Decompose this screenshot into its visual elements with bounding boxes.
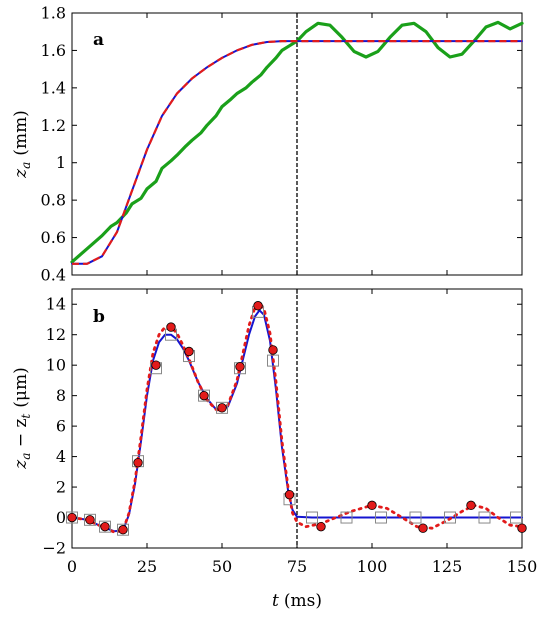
xtick-label: 150	[507, 557, 538, 576]
square-marker	[306, 511, 318, 524]
xtick-label: 0	[67, 557, 77, 576]
square-marker	[478, 511, 491, 524]
ytick-label: 1.6	[41, 41, 66, 60]
xtick-label: 75	[287, 557, 307, 576]
square-marker	[510, 511, 522, 524]
ytick-label: 14	[46, 295, 66, 314]
circle-marker	[217, 403, 227, 413]
panel-a-series	[70, 20, 524, 265]
ytick-label: 0.6	[41, 228, 66, 247]
xtick-label: 100	[357, 557, 388, 576]
circle-marker	[316, 521, 326, 532]
circle-marker	[184, 346, 194, 357]
series-line-3	[72, 39, 522, 265]
xtick-label: 50	[212, 557, 232, 576]
square-marker	[267, 354, 279, 367]
circle-marker	[517, 523, 527, 533]
square-marker	[409, 511, 422, 524]
ytick-label: 2	[56, 478, 66, 497]
circle-marker	[118, 525, 128, 535]
ytick-label: 6	[56, 417, 66, 436]
panel-b-xlabel: t (ms)	[272, 591, 322, 611]
square-marker	[99, 520, 111, 533]
circle-marker	[235, 362, 245, 372]
ytick-label: 12	[46, 325, 66, 344]
ytick-label: −2	[42, 539, 66, 558]
square-marker	[198, 389, 210, 402]
circle-marker	[466, 500, 476, 511]
circle-marker	[100, 521, 110, 532]
xtick-label: 125	[432, 557, 463, 576]
ytick-label: 0.8	[41, 191, 66, 210]
ytick-label: 4	[56, 447, 66, 466]
square-marker	[444, 511, 456, 524]
circle-marker	[367, 500, 377, 511]
panel-b-xtick-labels: 0 25 50 75 100 125 150	[67, 557, 537, 576]
circle-marker	[199, 390, 209, 401]
ytick-label: 1.2	[41, 116, 66, 135]
square-marker	[84, 513, 96, 526]
circle-marker	[151, 360, 161, 370]
xtick-label: 25	[137, 557, 157, 576]
square-marker	[375, 511, 387, 524]
square-marker	[216, 401, 228, 414]
square-marker	[117, 523, 129, 536]
series-line-1	[70, 20, 524, 264]
panel-a-ylabel: za(mm)	[11, 110, 33, 179]
circle-marker	[67, 512, 77, 523]
ytick-label: 1.4	[41, 78, 66, 97]
circle-marker	[85, 515, 95, 525]
panel-a: 0.4 0.6 0.8 1 1.2 1.4 1.6 1.8 a za(mm)	[11, 4, 524, 285]
panel-b-ytick-labels: −2 0 2 4 6 8 10 12 14	[42, 295, 66, 558]
panel-a-label: a	[93, 30, 104, 50]
panel-b-label: b	[93, 307, 105, 327]
circle-marker	[268, 345, 278, 355]
square-marker	[340, 511, 353, 524]
ytick-label: 10	[46, 356, 66, 375]
panel-b-circle-markers	[67, 301, 527, 535]
square-marker	[66, 511, 78, 524]
ytick-label: 1	[56, 153, 66, 172]
ytick-label: 1.8	[41, 4, 66, 23]
panel-b-square-markers	[66, 305, 522, 536]
panel-b-ylabel: za − zt(μm)	[11, 367, 33, 469]
circle-marker	[418, 523, 428, 533]
circle-marker	[166, 322, 176, 332]
series-line-2	[70, 301, 524, 534]
ytick-label: 0.4	[41, 266, 66, 285]
panel-a-ytick-labels: 0.4 0.6 0.8 1 1.2 1.4 1.6 1.8	[41, 4, 66, 285]
ytick-label: 8	[56, 386, 66, 405]
circle-marker	[133, 457, 143, 468]
ytick-label: 0	[56, 508, 66, 527]
circle-marker	[253, 301, 263, 311]
circle-marker	[284, 489, 295, 500]
